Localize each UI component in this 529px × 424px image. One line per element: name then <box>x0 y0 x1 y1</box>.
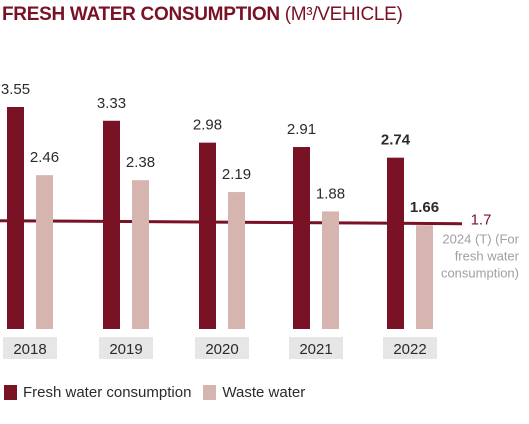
year-box-2020 <box>195 337 249 359</box>
target-description-line-2: fresh water <box>455 249 520 264</box>
data-label-fresh-2018: 3.55 <box>1 81 30 98</box>
chart-title: FRESH WATER CONSUMPTION (M³/VEHICLE) <box>2 4 403 26</box>
data-label-waste-2018: 2.46 <box>30 149 59 166</box>
x-tick-label-2019: 2019 <box>109 341 142 358</box>
chart-title-main: FRESH WATER CONSUMPTION <box>2 4 280 25</box>
bar-fresh-2022 <box>387 157 404 329</box>
data-label-fresh-2021: 2.91 <box>287 121 316 138</box>
chart-title-unit: (M³/VEHICLE) <box>284 4 403 25</box>
legend-item-waste: Waste water <box>203 384 305 401</box>
target-value-label: 1.7 <box>471 212 492 229</box>
bar-waste-2022 <box>416 225 433 329</box>
bar-waste-2021 <box>322 211 339 329</box>
x-tick-label-2021: 2021 <box>299 341 332 358</box>
data-label-fresh-2020: 2.98 <box>193 117 222 134</box>
bar-waste-2018 <box>36 175 53 329</box>
data-label-waste-2022: 1.66 <box>410 199 439 216</box>
data-label-waste-2020: 2.19 <box>222 166 251 183</box>
bar-fresh-2020 <box>199 142 216 329</box>
year-box-2018 <box>3 337 57 359</box>
target-description-line-3: consumption) <box>441 266 519 281</box>
legend: Fresh water consumption Waste water <box>4 384 317 401</box>
data-label-waste-2019: 2.38 <box>126 154 155 171</box>
bar-waste-2020 <box>228 192 245 329</box>
bar-fresh-2019 <box>103 120 120 329</box>
year-box-2019 <box>99 337 153 359</box>
year-box-2021 <box>289 337 343 359</box>
bar-fresh-2021 <box>293 147 310 329</box>
data-label-waste-2021: 1.88 <box>316 185 345 202</box>
x-tick-label-2018: 2018 <box>13 341 46 358</box>
data-label-fresh-2022: 2.74 <box>381 132 411 149</box>
legend-swatch-waste <box>203 385 217 400</box>
legend-label-waste: Waste water <box>222 384 306 401</box>
x-tick-label-2022: 2022 <box>393 341 426 358</box>
x-tick-label-2020: 2020 <box>205 341 238 358</box>
legend-swatch-fresh <box>4 385 17 400</box>
data-label-fresh-2019: 3.33 <box>97 95 126 112</box>
bar-waste-2019 <box>132 180 149 329</box>
legend-label-fresh: Fresh water consumption <box>23 384 192 401</box>
year-box-2022 <box>383 337 437 359</box>
target-description-line-1: 2024 (T) (For <box>442 232 519 247</box>
legend-item-fresh: Fresh water consumption <box>4 384 191 401</box>
bar-fresh-2018 <box>7 107 24 329</box>
